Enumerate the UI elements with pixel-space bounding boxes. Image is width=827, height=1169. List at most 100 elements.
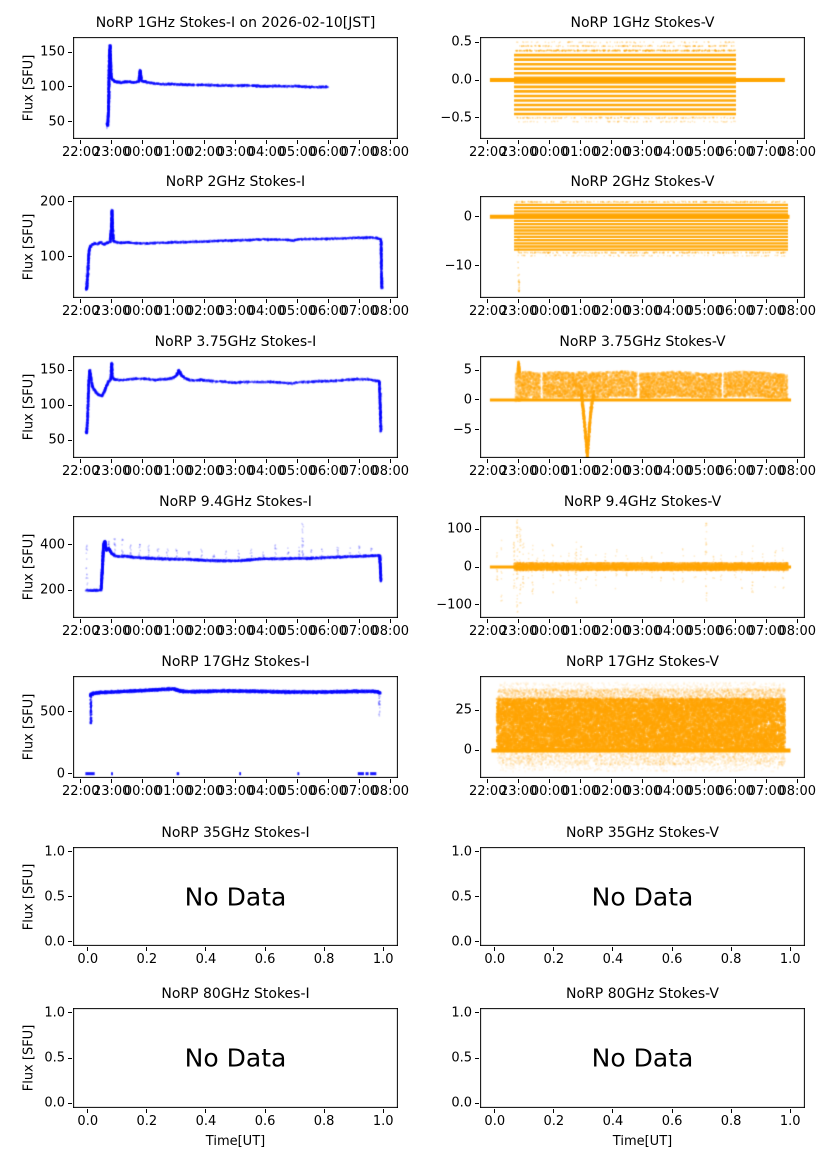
y-tick-mark (68, 941, 72, 942)
x-tick-mark (358, 619, 360, 623)
y-tick-label-norp-1ghz-stokes-i-2: 150 (40, 44, 65, 60)
y-tick-mark (475, 851, 479, 852)
x-tick-label-norp-17ghz-stokes-v-0: 22:00 (469, 784, 507, 799)
x-tick-mark (487, 619, 489, 623)
x-tick-mark (80, 140, 82, 144)
y-axis-label-norp-1ghz-stokes-i: Flux [SFU] (21, 54, 37, 122)
y-tick-mark (475, 429, 479, 431)
y-tick-label-norp-80ghz-stokes-i-0: 0.0 (44, 1095, 65, 1111)
x-tick-label-norp-80ghz-stokes-v-3: 0.6 (661, 1114, 683, 1129)
x-tick-mark (765, 299, 767, 303)
y-tick-label-norp-80ghz-stokes-v-1: 0.5 (451, 1050, 472, 1066)
x-tick-mark (111, 779, 113, 783)
y-tick-label-norp-35ghz-stokes-i-1: 0.5 (44, 889, 65, 904)
y-tick-label-norp-35ghz-stokes-v-2: 1.0 (451, 844, 472, 859)
x-tick-mark (549, 459, 551, 463)
x-tick-label-norp-3.75ghz-stokes-i-5: 03:00 (216, 464, 255, 479)
plot-title-norp-35ghz-stokes-i: NoRP 35GHz Stokes-I (161, 825, 310, 841)
plot-area-norp-35ghz-stokes-v (480, 847, 805, 946)
y-tick-label-norp-9.4ghz-stokes-i-0: 200 (40, 582, 65, 598)
x-tick-label-norp-35ghz-stokes-v-4: 0.8 (720, 952, 742, 967)
x-tick-label-norp-9.4ghz-stokes-i-0: 22:00 (62, 624, 100, 639)
x-tick-mark (204, 299, 206, 303)
y-tick-mark (68, 1012, 72, 1014)
x-tick-mark (111, 459, 113, 463)
x-tick-mark (87, 947, 89, 951)
plot-area-norp-2ghz-stokes-i (73, 196, 398, 298)
x-tick-label-norp-9.4ghz-stokes-v-0: 22:00 (469, 624, 507, 639)
y-tick-label-norp-80ghz-stokes-v-2: 1.0 (451, 1005, 472, 1021)
x-tick-label-norp-9.4ghz-stokes-i-5: 03:00 (216, 624, 255, 639)
x-tick-mark (205, 1109, 207, 1113)
y-tick-label-norp-2ghz-stokes-v-1: −10 (444, 258, 472, 274)
x-tick-label-norp-3.75ghz-stokes-i-7: 05:00 (278, 464, 317, 479)
y-tick-mark (475, 604, 479, 606)
x-tick-label-norp-80ghz-stokes-i-4: 0.8 (313, 1114, 335, 1129)
x-tick-label-norp-80ghz-stokes-i-3: 0.6 (254, 1114, 276, 1129)
x-tick-mark (111, 140, 113, 144)
x-tick-label-norp-3.75ghz-stokes-v-1: 23:00 (499, 464, 538, 479)
x-tick-mark (796, 459, 798, 463)
no-data-text-norp-35ghz-stokes-i: No Data (184, 882, 287, 911)
y-tick-label-norp-3.75ghz-stokes-i-0: 50 (48, 432, 65, 448)
x-tick-label-norp-9.4ghz-stokes-v-7: 05:00 (685, 624, 724, 639)
x-tick-label-norp-35ghz-stokes-i-4: 0.8 (313, 952, 335, 967)
y-tick-mark (475, 79, 479, 81)
x-tick-mark (296, 140, 298, 144)
y-tick-mark (475, 941, 479, 942)
x-tick-label-norp-2ghz-stokes-v-10: 08:00 (778, 304, 816, 319)
x-tick-label-norp-2ghz-stokes-v-8: 06:00 (716, 304, 755, 319)
x-tick-label-norp-17ghz-stokes-v-1: 23:00 (499, 784, 538, 799)
x-tick-mark (327, 140, 329, 144)
x-tick-label-norp-2ghz-stokes-v-7: 05:00 (685, 304, 724, 319)
x-axis-label-norp-80ghz-stokes-v: Time[UT] (612, 1134, 673, 1149)
y-tick-label-norp-80ghz-stokes-i-2: 1.0 (44, 1005, 65, 1021)
x-tick-mark (765, 619, 767, 623)
panel-norp-17ghz-stokes-i: NoRP 17GHz Stokes-I 22:00 23:00 00:00 01:00 0… (3, 654, 409, 842)
x-tick-label-norp-1ghz-stokes-i-3: 01:00 (154, 145, 193, 160)
y-tick-label-norp-35ghz-stokes-v-0: 0.0 (451, 934, 472, 949)
x-tick-mark (765, 779, 767, 783)
x-tick-mark (518, 140, 520, 144)
x-tick-mark (518, 619, 520, 623)
plot-title-norp-80ghz-stokes-v: NoRP 80GHz Stokes-V (566, 986, 719, 1002)
plot-area-norp-80ghz-stokes-i (73, 1008, 398, 1108)
x-tick-label-norp-1ghz-stokes-v-1: 23:00 (499, 145, 538, 160)
x-tick-label-norp-35ghz-stokes-i-1: 0.2 (136, 952, 158, 967)
x-tick-mark (358, 779, 360, 783)
x-tick-label-norp-2ghz-stokes-v-2: 00:00 (530, 304, 569, 319)
no-data-text-norp-35ghz-stokes-v: No Data (591, 882, 694, 911)
panel-norp-17ghz-stokes-v: NoRP 17GHz Stokes-V 22:00 23:00 00:00 01:00 0… (410, 654, 816, 842)
x-tick-label-norp-9.4ghz-stokes-i-8: 06:00 (309, 624, 348, 639)
panel-norp-80ghz-stokes-v: NoRP 80GHz Stokes-V No Data 0.0 0.2 0.4 0.6 0.… (410, 986, 815, 1169)
x-tick-label-norp-35ghz-stokes-v-3: 0.6 (661, 952, 683, 967)
panel-norp-3.75ghz-stokes-v: NoRP 3.75GHz Stokes-V 22:00 23:00 00:00 01:0… (410, 334, 816, 522)
x-tick-label-norp-2ghz-stokes-v-4: 02:00 (592, 304, 631, 319)
plot-area-norp-1ghz-stokes-v (480, 37, 805, 139)
y-tick-mark (475, 896, 479, 897)
x-tick-mark (389, 299, 391, 303)
x-tick-mark (580, 140, 582, 144)
x-tick-label-norp-17ghz-stokes-i-4: 02:00 (185, 784, 224, 799)
x-tick-mark (671, 947, 673, 951)
y-tick-label-norp-3.75ghz-stokes-v-2: −5 (452, 422, 472, 438)
x-tick-mark (642, 779, 643, 783)
x-tick-mark (487, 779, 489, 783)
x-tick-label-norp-17ghz-stokes-i-7: 05:00 (278, 784, 317, 799)
x-tick-label-norp-2ghz-stokes-v-1: 23:00 (499, 304, 538, 319)
x-tick-label-norp-3.75ghz-stokes-v-8: 06:00 (716, 464, 755, 479)
y-tick-label-norp-1ghz-stokes-i-0: 50 (48, 114, 65, 130)
plot-title-norp-17ghz-stokes-v: NoRP 17GHz Stokes-V (566, 654, 719, 670)
x-tick-mark (796, 779, 798, 783)
x-tick-mark (265, 459, 267, 463)
x-tick-mark (553, 947, 555, 951)
panel-norp-3.75ghz-stokes-i: NoRP 3.75GHz Stokes-I 22:00 23:00 00:00 01:0… (3, 334, 409, 522)
y-tick-label-norp-2ghz-stokes-i-0: 100 (40, 249, 65, 265)
x-tick-label-norp-17ghz-stokes-i-8: 06:00 (309, 784, 348, 799)
x-tick-label-norp-3.75ghz-stokes-v-2: 00:00 (530, 464, 569, 479)
x-tick-label-norp-17ghz-stokes-i-10: 08:00 (371, 784, 409, 799)
x-tick-label-norp-2ghz-stokes-v-5: 03:00 (623, 304, 662, 319)
x-tick-label-norp-1ghz-stokes-i-8: 06:00 (309, 145, 348, 160)
x-tick-label-norp-2ghz-stokes-i-2: 00:00 (123, 304, 162, 319)
